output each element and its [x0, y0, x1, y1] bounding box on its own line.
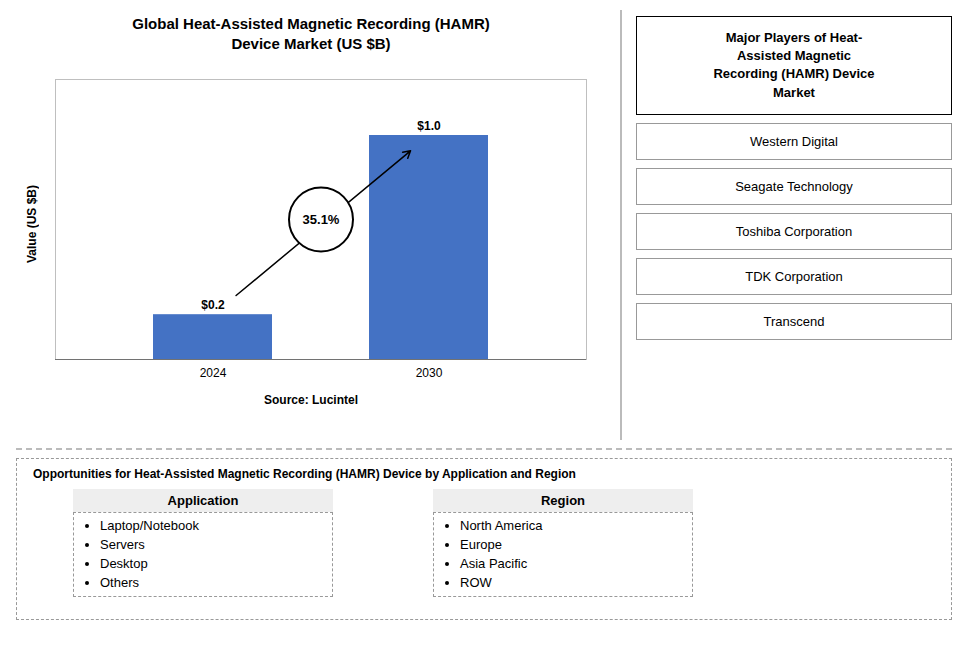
html-text:Application: Application: [167, 493, 239, 508]
html-text:Servers: Servers: [100, 536, 145, 552]
html-text:Opportunities for Heat-Assiste: Opportunities for Heat-Assisted Magnetic…: [33, 467, 576, 481]
html-text:TDK Corporation: TDK Corporation: [745, 268, 843, 284]
html-text:Major Players of Heat- Assiste: Major Players of Heat- Assisted Magnetic…: [713, 30, 875, 100]
html-text:North America: North America: [460, 518, 543, 533]
svg-text:2024: 2024: [199, 366, 226, 380]
svg-text:$1.0: $1.0: [417, 119, 441, 133]
html-text:Toshiba Corporation: Toshiba Corporation: [735, 223, 853, 239]
svg-text:2030: 2030: [415, 366, 442, 380]
html-text:Global Heat-Assisted Magnetic: Global Heat-Assisted Magnetic Recording …: [132, 15, 490, 52]
html-text:Others: Others: [100, 574, 139, 590]
html-text:Source: Lucintel: Source: Lucintel: [264, 393, 358, 407]
html-text:Asia Pacific: Asia Pacific: [460, 555, 528, 571]
html-text:Value (US $B): Value (US $B): [24, 185, 39, 263]
html-text:Europe: Europe: [460, 536, 502, 552]
svg-text:$0.2: $0.2: [201, 298, 225, 312]
html-text:Seagate Technology: Seagate Technology: [735, 178, 853, 194]
html-text:Laptop/Notebook: Laptop/Notebook: [100, 518, 199, 533]
svg-text:35.1%: 35.1%: [302, 212, 339, 227]
html-text:ROW: ROW: [460, 574, 492, 590]
html-text:Transcend: Transcend: [763, 313, 825, 329]
html-text:Region: Region: [541, 493, 585, 508]
html-text:Desktop: Desktop: [100, 555, 148, 571]
html-text:Western Digital: Western Digital: [750, 133, 838, 149]
